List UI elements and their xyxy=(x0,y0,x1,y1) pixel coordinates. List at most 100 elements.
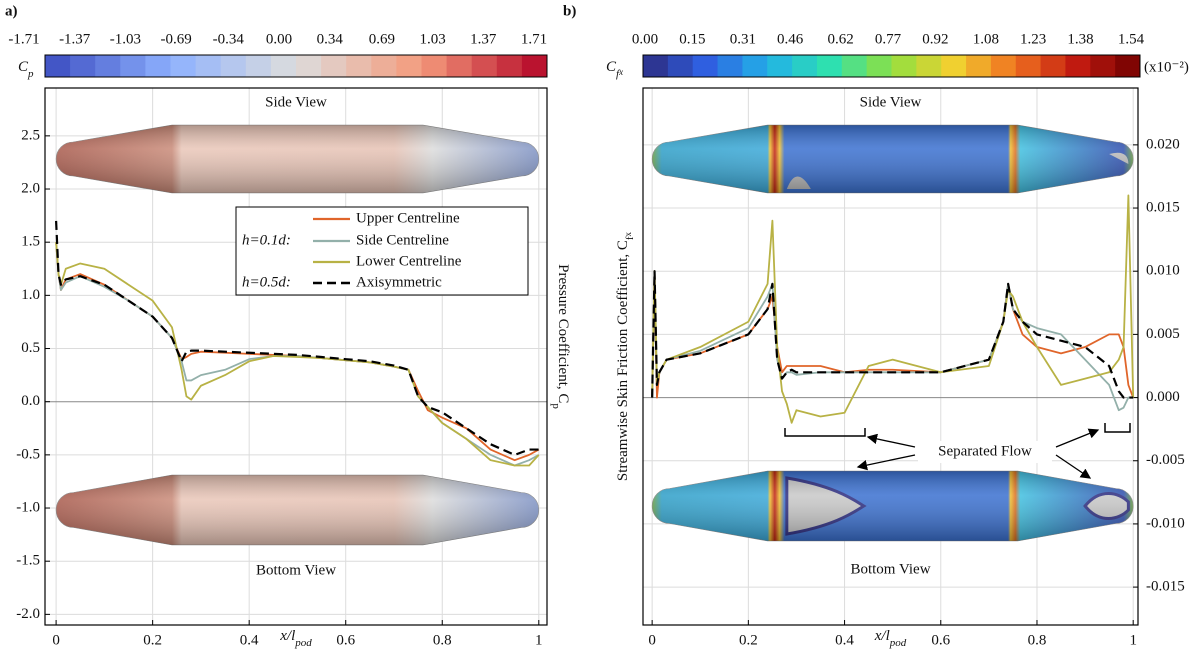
x-axis-label: x/lpod xyxy=(279,628,312,648)
colorbar-multiplier: (x10⁻²) xyxy=(1144,59,1189,75)
colorbar-segment xyxy=(95,55,121,77)
colorbar-tick-label: 0.77 xyxy=(875,31,902,47)
x-tick-label: 0 xyxy=(52,632,60,648)
pod-shading xyxy=(56,475,539,545)
x-tick-label: 1 xyxy=(1129,632,1137,648)
x-axis-label-sub: pod xyxy=(294,637,312,649)
view-label: Bottom View xyxy=(850,561,930,577)
colorbar-tick-label: 1.54 xyxy=(1118,31,1145,47)
y-tick-label: 1.5 xyxy=(21,234,40,250)
colorbar-tick-label: -1.03 xyxy=(110,31,141,47)
colorbar-segment xyxy=(1041,55,1066,77)
colorbar-segment xyxy=(1090,55,1115,77)
colorbar-segment xyxy=(668,55,693,77)
colorbar-tick-label: 0.00 xyxy=(266,31,292,47)
legend-label: Lower Centreline xyxy=(356,253,462,269)
y-tick-label: -0.005 xyxy=(1146,452,1185,468)
colorbar-segment xyxy=(966,55,991,77)
view-label: Side View xyxy=(860,94,922,110)
colorbar-label-subsub: x xyxy=(618,67,623,77)
colorbar-segment xyxy=(221,55,247,77)
annotation: Separated Flow xyxy=(938,443,1032,459)
x-tick-label: 0.8 xyxy=(433,632,452,648)
legend-group-label: h=0.1d: xyxy=(242,232,291,248)
colorbar-segment xyxy=(842,55,867,77)
colorbar-tick-label: 0.15 xyxy=(679,31,705,47)
annotation-arrow xyxy=(1056,455,1090,478)
x-tick-label: 0.4 xyxy=(240,632,259,648)
x-tick-label: 0.4 xyxy=(835,632,854,648)
annotation-arrow xyxy=(868,437,915,447)
colorbar-segment xyxy=(321,55,347,77)
x-tick-label: 0 xyxy=(648,632,656,648)
colorbar-tick-label: 0.46 xyxy=(777,31,804,47)
x-axis-label-sub: pod xyxy=(889,637,907,649)
legend-label: Side Centreline xyxy=(356,232,449,248)
colorbar-label: Cfx xyxy=(606,59,623,79)
y-tick-label: 2.0 xyxy=(21,180,40,196)
colorbar-segment xyxy=(1065,55,1090,77)
colorbar-segment xyxy=(371,55,397,77)
view-label: Bottom View xyxy=(256,562,336,578)
colorbar-segment xyxy=(171,55,197,77)
colorbar-segment xyxy=(447,55,473,77)
colorbar-tick-label: -1.37 xyxy=(59,31,91,47)
colorbar-tick-label: 0.34 xyxy=(317,31,344,47)
colorbar-segment xyxy=(472,55,498,77)
colorbar-segment xyxy=(991,55,1016,77)
colorbar-segment xyxy=(792,55,817,77)
y-tick-label: 0.000 xyxy=(1146,389,1180,405)
colorbar-segment xyxy=(718,55,743,77)
y-tick-label: -0.5 xyxy=(16,446,40,462)
annotation-arrow xyxy=(1056,430,1098,447)
colorbar-label: Cp xyxy=(18,59,34,79)
y-tick-label: 2.5 xyxy=(21,127,40,143)
legend-label: Axisymmetric xyxy=(356,274,442,290)
colorbar-segment xyxy=(422,55,448,77)
colorbar-label-sub: p xyxy=(27,68,34,80)
colorbar-segment xyxy=(145,55,171,77)
y-tick-label: 0.015 xyxy=(1146,199,1180,215)
x-axis-label: x/lpod xyxy=(874,628,907,648)
y-tick-label: 1.0 xyxy=(21,287,40,303)
colorbar-segment xyxy=(196,55,222,77)
colorbar-tick-label: 0.69 xyxy=(369,31,395,47)
panel-label: b) xyxy=(563,3,576,19)
colorbar-tick-label: 1.03 xyxy=(419,31,445,47)
y-axis-label-sub: p xyxy=(550,403,562,409)
colorbar-segment xyxy=(767,55,792,77)
colorbar-segment xyxy=(70,55,96,77)
pod-shading xyxy=(56,125,539,193)
x-axis-label-main: x/l xyxy=(279,628,295,644)
colorbar-segment xyxy=(867,55,892,77)
y-tick-label: -1.0 xyxy=(16,499,40,515)
colorbar-tick-label: 0.62 xyxy=(828,31,854,47)
y-axis-label: Pressure Coefficient, Cp xyxy=(550,264,570,409)
y-tick-label: 0.005 xyxy=(1146,326,1180,342)
colorbar-segment xyxy=(1016,55,1041,77)
colorbar-segment xyxy=(892,55,917,77)
y-tick-label: 0.010 xyxy=(1146,263,1180,279)
colorbar-segment xyxy=(246,55,272,77)
y-tick-label: -1.5 xyxy=(16,553,40,569)
y-tick-label: -2.0 xyxy=(16,606,40,622)
legend-group-label: h=0.5d: xyxy=(242,274,291,290)
colorbar-tick-label: -0.34 xyxy=(213,31,245,47)
colorbar-segment xyxy=(522,55,548,77)
colorbar-tick-label: 1.71 xyxy=(521,31,547,47)
y-axis-label-subsub: x xyxy=(623,231,633,236)
colorbar-tick-label: 1.23 xyxy=(1020,31,1046,47)
y-tick-label: 0.0 xyxy=(21,393,40,409)
colorbar-tick-label: 0.92 xyxy=(922,31,948,47)
colorbar-segment xyxy=(396,55,422,77)
colorbar-tick-label: 1.37 xyxy=(470,31,497,47)
colorbar-tick-label: -1.71 xyxy=(8,31,39,47)
y-tick-label: 0.5 xyxy=(21,340,40,356)
colorbar-tick-label: 1.38 xyxy=(1067,31,1093,47)
colorbar-tick-label: 1.08 xyxy=(973,31,999,47)
colorbar-tick-label: -0.69 xyxy=(160,31,191,47)
colorbar-segment xyxy=(742,55,767,77)
pod-shading xyxy=(652,471,1133,541)
view-label: Side View xyxy=(265,94,327,110)
colorbar-segment xyxy=(1115,55,1140,77)
